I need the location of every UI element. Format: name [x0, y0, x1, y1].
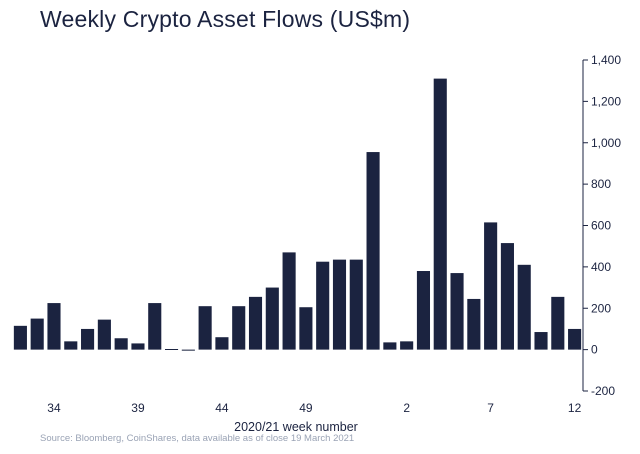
- bar-week-9: [517, 264, 531, 350]
- bar-week-46: [248, 296, 263, 350]
- bar-week-35: [64, 341, 78, 350]
- y-tick-label: 1,000: [591, 136, 621, 150]
- x-axis-label: 2020/21 week number: [234, 420, 358, 434]
- bar-week-50: [316, 261, 330, 350]
- y-tick-label: 1,400: [591, 53, 621, 67]
- x-tick-label: 44: [215, 401, 229, 415]
- bar-week-49: [299, 307, 313, 350]
- y-tick-label: 1,200: [591, 94, 621, 108]
- bar-week-1: [383, 342, 397, 350]
- y-tick-label: 200: [591, 301, 611, 315]
- bar-week-5: [450, 273, 464, 350]
- bar-week-41: [164, 349, 179, 350]
- bar-week-45: [232, 306, 246, 350]
- bar-week-48: [282, 252, 296, 350]
- x-tick-label: 34: [47, 401, 61, 415]
- bar-week-39: [131, 343, 145, 350]
- bar-week-47: [265, 287, 279, 350]
- source-note: Source: Bloomberg, CoinShares, data avai…: [40, 433, 355, 444]
- bar-week-52: [349, 259, 363, 350]
- bar-week-3: [416, 271, 431, 350]
- bar-week-32: [13, 325, 27, 350]
- bar-week-34: [47, 303, 61, 350]
- bar-week-11: [551, 296, 565, 350]
- bar-week-51: [332, 259, 347, 350]
- y-tick-label: 800: [591, 177, 611, 191]
- y-tick-label: 600: [591, 219, 611, 233]
- x-tick-label: 12: [568, 401, 582, 415]
- y-tick-label: 400: [591, 260, 611, 274]
- chart-title: Weekly Crypto Asset Flows (US$m): [40, 6, 411, 32]
- x-tick-label: 7: [487, 401, 494, 415]
- x-axis: 34 39 44 49 2 7 12: [47, 401, 581, 415]
- bar-week-53: [366, 152, 380, 350]
- bar-week-37: [97, 319, 111, 350]
- bar-week-40: [148, 303, 162, 350]
- bar-week-10: [534, 332, 548, 350]
- bars-group: [13, 78, 582, 351]
- y-tick-label: 0: [591, 343, 598, 357]
- bar-week-42: [181, 349, 195, 351]
- bar-week-6: [467, 298, 481, 350]
- bar-week-8: [500, 243, 514, 350]
- x-tick-label: 2: [403, 401, 410, 415]
- bar-week-7: [484, 222, 498, 350]
- bar-week-4: [433, 78, 447, 350]
- x-tick-label: 49: [299, 401, 313, 415]
- y-axis: -200 0 200 400 600 800 1,000 1,200 1,400: [582, 53, 621, 398]
- bar-week-43: [198, 306, 212, 350]
- bar-week-44: [215, 337, 229, 350]
- y-tick-label: -200: [591, 384, 615, 398]
- x-tick-label: 39: [131, 401, 145, 415]
- bar-week-38: [114, 338, 128, 350]
- bar-week-2: [400, 341, 414, 350]
- bar-week-12: [568, 328, 582, 350]
- bar-week-36: [81, 328, 95, 350]
- bar-week-33: [30, 318, 44, 350]
